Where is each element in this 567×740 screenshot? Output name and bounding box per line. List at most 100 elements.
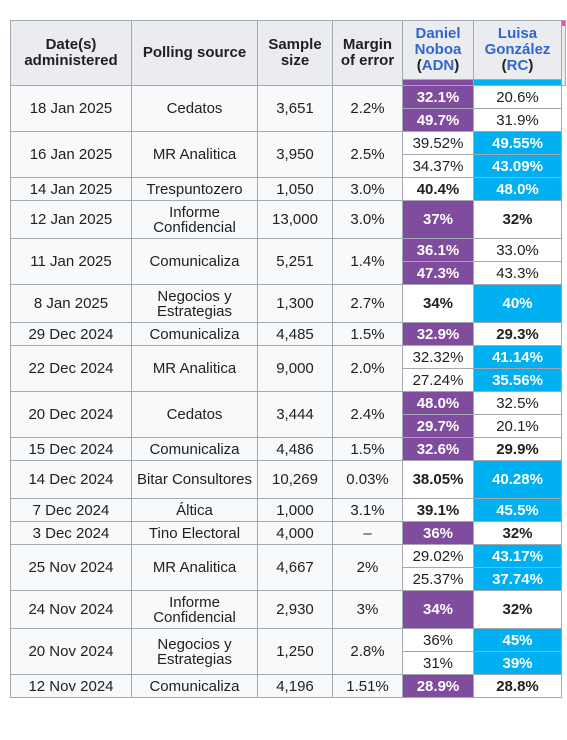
poll-source: Cedatos	[131, 85, 258, 132]
gonzalez-percent: 43.09%	[473, 154, 562, 178]
gonzalez-percent: 43.3%	[473, 261, 562, 285]
sample-size: 1,300	[257, 284, 333, 323]
header-date: Date(s) administered	[10, 20, 132, 86]
table-row: 16 Jan 2025 MR Analitica 3,950 2.5% 39.52% 49…	[10, 131, 566, 178]
gonzalez-percent: 20.6%	[473, 85, 562, 109]
noboa-percent: 25.37%	[402, 567, 474, 591]
margin-of-error: 1.4%	[332, 238, 403, 285]
margin-of-error: 3.1%	[332, 498, 403, 522]
party-rc-link[interactable]: RC	[506, 57, 529, 74]
noboa-percent: 32.32%	[402, 345, 474, 369]
header-candidate-gonzalez: Luisa González (RC)	[473, 20, 562, 80]
party-adn-link[interactable]: ADN	[421, 57, 455, 74]
margin-of-error: 2.0%	[332, 345, 403, 392]
gonzalez-percent: 45%	[473, 628, 562, 652]
noboa-percent: 34%	[402, 590, 474, 629]
table-row: 27.24% 35.56%	[11, 368, 566, 392]
table-row: 25.37% 37.74%	[11, 567, 566, 591]
poll-date: 29 Dec 2024	[10, 322, 132, 346]
party-color-row	[11, 79, 566, 86]
poll-source: Informe Confidencial	[131, 200, 258, 239]
noboa-percent: 36.1%	[402, 238, 474, 262]
margin-of-error: 1.5%	[332, 322, 403, 346]
table-row: 15 Dec 2024 Comunicaliza 4,486 1.5% 32.6% 29.…	[10, 437, 566, 461]
gonzalez-percent: 41.14%	[473, 345, 562, 369]
sample-size: 4,000	[257, 521, 333, 545]
sample-size: 9,000	[257, 345, 333, 392]
table-row: 29.7% 20.1%	[11, 414, 566, 438]
candidate-noboa-link[interactable]: Daniel Noboa	[414, 25, 462, 58]
gonzalez-percent: 29.9%	[473, 437, 562, 461]
poll-date: 24 Nov 2024	[10, 590, 132, 629]
poll-source: Comunicaliza	[131, 322, 258, 346]
gonzalez-percent: 31.9%	[473, 108, 562, 132]
poll-date: 18 Jan 2025	[10, 85, 132, 132]
poll-date: 3 Dec 2024	[10, 521, 132, 545]
margin-of-error: –	[332, 521, 403, 545]
polls-table: Date(s) administered Polling source Samp…	[10, 20, 566, 698]
table-row: 25 Nov 2024 MR Analitica 4,667 2% 29.02% 43.1…	[10, 544, 566, 591]
poll-source: Trespuntozero	[131, 177, 258, 201]
candidate-gonzalez-link[interactable]: Luisa González	[484, 25, 551, 58]
gonzalez-percent: 32%	[473, 521, 562, 545]
sample-size: 10,269	[257, 460, 333, 499]
noboa-percent: 27.24%	[402, 368, 474, 392]
margin-of-error: 3.0%	[332, 177, 403, 201]
poll-date: 12 Nov 2024	[10, 674, 132, 698]
sample-size: 1,050	[257, 177, 333, 201]
sample-size: 1,000	[257, 498, 333, 522]
noboa-percent: 31%	[402, 651, 474, 675]
header-overflow	[561, 20, 566, 86]
gonzalez-percent: 32%	[473, 200, 562, 239]
poll-source: Tino Electoral	[131, 521, 258, 545]
noboa-percent: 34%	[402, 284, 474, 323]
header-sample: Sample size	[257, 20, 333, 86]
noboa-percent: 36%	[402, 628, 474, 652]
header-source: Polling source	[131, 20, 258, 86]
table-row: 20 Nov 2024 Negocios y Estrategias 1,250 2.…	[10, 628, 566, 675]
poll-date: 11 Jan 2025	[10, 238, 132, 285]
header-margin: Margin of error	[332, 20, 403, 86]
gonzalez-percent: 32%	[473, 590, 562, 629]
sample-size: 3,651	[257, 85, 333, 132]
gonzalez-percent: 45.5%	[473, 498, 562, 522]
table-row: 11 Jan 2025 Comunicaliza 5,251 1.4% 36.1% 33.…	[10, 238, 566, 285]
poll-source: MR Analitica	[131, 345, 258, 392]
poll-source: MR Analitica	[131, 544, 258, 591]
table-row: 8 Jan 2025 Negocios y Estrategias 1,300 2.7…	[10, 284, 566, 323]
margin-of-error: 2.4%	[332, 391, 403, 438]
table-row: 18 Jan 2025 Cedatos 3,651 2.2% 32.1% 20.6%	[10, 85, 566, 698]
gonzalez-percent: 48.0%	[473, 177, 562, 201]
overflow-color-bar	[562, 21, 565, 26]
gonzalez-percent: 33.0%	[473, 238, 562, 262]
poll-date: 20 Nov 2024	[10, 628, 132, 675]
noboa-percent: 34.37%	[402, 154, 474, 178]
poll-source: Comunicaliza	[131, 437, 258, 461]
sample-size: 4,196	[257, 674, 333, 698]
noboa-percent: 40.4%	[402, 177, 474, 201]
noboa-percent: 32.6%	[402, 437, 474, 461]
noboa-percent: 29.7%	[402, 414, 474, 438]
gonzalez-percent: 43.17%	[473, 544, 562, 568]
gonzalez-percent: 29.3%	[473, 322, 562, 346]
table-row: 29 Dec 2024 Comunicaliza 4,485 1.5% 32.9% 29.…	[10, 322, 566, 346]
noboa-percent: 37%	[402, 200, 474, 239]
noboa-percent: 49.7%	[402, 108, 474, 132]
table-row: 31% 39%	[11, 651, 566, 675]
poll-date: 25 Nov 2024	[10, 544, 132, 591]
sample-size: 1,250	[257, 628, 333, 675]
poll-source: Negocios y Estrategias	[131, 628, 258, 675]
noboa-percent: 39.1%	[402, 498, 474, 522]
table-body: 18 Jan 2025 Cedatos 3,651 2.2% 32.1% 20.6% 49.…	[10, 85, 566, 698]
poll-source: Bitar Consultores	[131, 460, 258, 499]
margin-of-error: 2%	[332, 544, 403, 591]
poll-date: 14 Dec 2024	[10, 460, 132, 499]
overflow-column	[561, 85, 566, 698]
table-wrapper: Date(s) administered Polling source Samp…	[10, 20, 566, 698]
rc-color-bar	[473, 79, 562, 86]
table-row: 3 Dec 2024 Tino Electoral 4,000–36% 32%	[10, 521, 566, 545]
gonzalez-percent: 39%	[473, 651, 562, 675]
poll-source: Comunicaliza	[131, 238, 258, 285]
sample-size: 4,667	[257, 544, 333, 591]
gonzalez-percent: 28.8%	[473, 674, 562, 698]
